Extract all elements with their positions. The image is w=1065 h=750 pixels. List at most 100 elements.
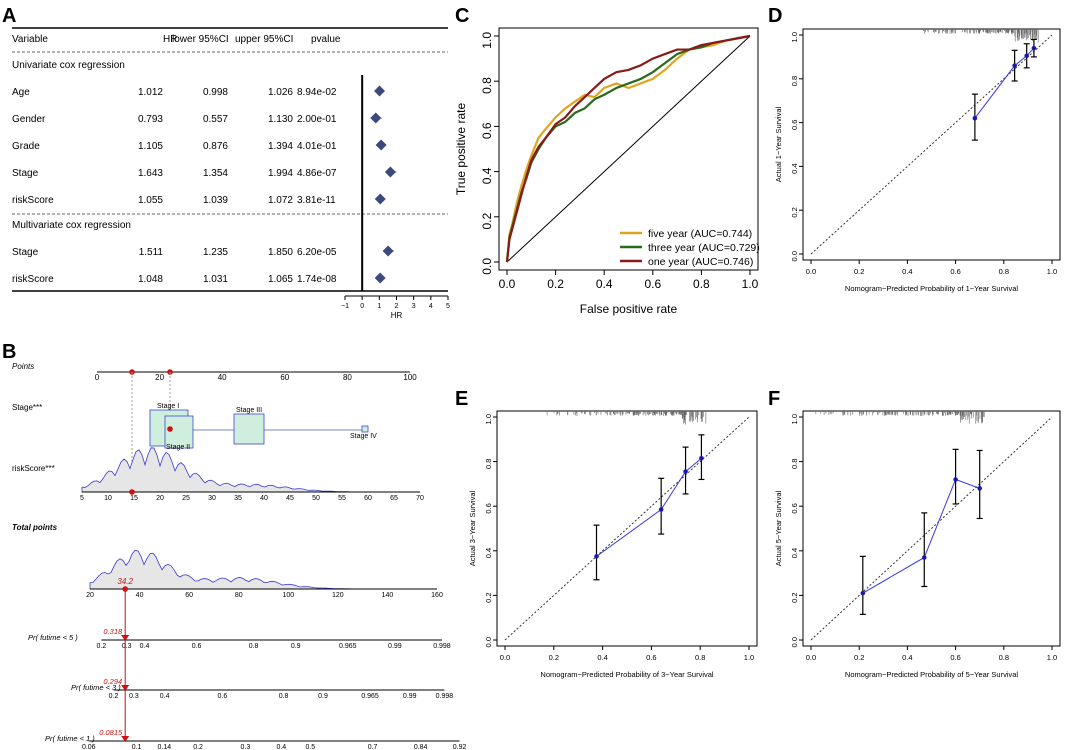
stage-level-label: Stage IV	[350, 433, 377, 440]
calibration-line	[862, 478, 980, 594]
ideal-diagonal-line	[810, 34, 1053, 255]
hr-diamond-marker	[375, 139, 387, 151]
probability-axis-label: Pr( futime < 3 )	[71, 683, 121, 692]
total-points-tick-label: 120	[332, 592, 344, 599]
x-tick-label: 0.4	[597, 653, 607, 662]
x-tick-label: 3	[412, 303, 416, 310]
calibration-line	[596, 457, 702, 557]
row-pvalue: 6.20e-05	[297, 247, 337, 258]
riskscore-variable-label: riskScore***	[12, 464, 55, 473]
row-upper-ci: 1.130	[268, 114, 293, 125]
probability-tick-label: 0.965	[361, 693, 379, 700]
riskscore-tick-label: 50	[312, 495, 320, 502]
probability-tick-label: 0.84	[414, 744, 428, 750]
calibration-point	[658, 507, 664, 512]
points-tick-label: 80	[343, 373, 352, 382]
total-points-tick-label: 140	[382, 592, 394, 599]
points-tick-label: 40	[218, 373, 227, 382]
column-header: pvalue	[311, 34, 341, 45]
column-header: upper 95%CI	[235, 34, 293, 45]
riskscore-tick-label: 60	[364, 495, 372, 502]
probability-tick-label: 0.998	[436, 693, 454, 700]
y-tick-label: 0.6	[480, 122, 494, 139]
x-tick-label: 0.0	[806, 653, 816, 662]
row-lower-ci: 1.031	[203, 274, 228, 285]
x-axis-label: Nomogram−Predicted Probability of 5−Year…	[845, 670, 1018, 679]
probability-tick-label: 0.2	[193, 744, 203, 750]
row-pvalue: 1.74e-08	[297, 274, 337, 285]
y-tick-label: 0.2	[790, 207, 799, 217]
roc-series-line	[505, 34, 751, 263]
legend-entry: five year (AUC=0.744)	[648, 228, 752, 240]
section-title: Univariate cox regression	[12, 60, 125, 71]
calibration-point	[860, 590, 866, 596]
y-tick-label: 0.4	[484, 548, 493, 558]
calibration-point	[699, 455, 704, 461]
calibration-3-year-panel: 0.0 0.0 0.2 0.2 0.4 0.4 0.6 0.6 0.8 0.8 1.0 1.0 Nomo…	[468, 410, 758, 679]
column-header: Variable	[12, 34, 48, 45]
x-tick-label: 0.6	[950, 267, 960, 276]
probability-tick-label: 0.4	[276, 744, 286, 750]
row-lower-ci: 0.876	[203, 141, 228, 152]
probability-value: 0.0815	[99, 728, 123, 737]
row-hr: 1.511	[139, 247, 164, 258]
riskscore-density-curve	[81, 447, 420, 493]
total-points-tick-label: 80	[235, 592, 243, 599]
y-tick-label: 0.2	[480, 212, 494, 229]
x-tick-label: −1	[341, 303, 349, 310]
points-tick-label: 0	[95, 373, 100, 382]
x-tick-label: 0.6	[646, 653, 656, 662]
x-tick-label: 0.8	[693, 277, 710, 291]
row-lower-ci: 0.557	[203, 114, 228, 125]
diagonal-reference-line	[506, 35, 751, 263]
section-title: Multivariate cox regression	[12, 220, 131, 231]
x-tick-label: 0.8	[999, 653, 1009, 662]
riskscore-tick-label: 20	[156, 495, 164, 502]
plot-frame	[498, 27, 759, 271]
calibration-point	[953, 477, 958, 482]
x-tick-label: 1	[377, 303, 381, 310]
calibration-point	[1012, 63, 1017, 68]
panel-letter-c: C	[455, 5, 469, 27]
x-tick-label: 5	[446, 303, 450, 310]
x-tick-label: 0	[360, 303, 364, 310]
stage-box	[164, 415, 194, 449]
x-tick-label: 0.2	[854, 267, 864, 276]
row-variable: Age	[12, 87, 30, 98]
row-hr: 1.048	[138, 274, 163, 285]
row-upper-ci: 1.065	[268, 274, 293, 285]
row-lower-ci: 1.235	[203, 247, 228, 258]
calibration-point	[972, 115, 978, 121]
row-pvalue: 4.86e-07	[297, 168, 337, 179]
probability-tick-label: 0.92	[453, 744, 467, 750]
row-upper-ci: 1.394	[268, 141, 293, 152]
x-tick-label: 0.2	[854, 653, 864, 662]
x-tick-label: 0.8	[695, 653, 705, 662]
total-points-tick-label: 100	[282, 592, 294, 599]
stage-level-label: Stage I	[157, 403, 179, 410]
row-upper-ci: 1.994	[268, 168, 293, 179]
plot-frame	[802, 28, 1061, 261]
probability-tick-label: 0.14	[158, 744, 172, 750]
points-tick-label: 60	[280, 373, 289, 382]
y-axis-label: Actual 5−Year Survival	[774, 490, 783, 566]
hr-diamond-marker	[384, 166, 396, 178]
x-tick-label: 0.4	[902, 653, 912, 662]
calibration-line	[974, 47, 1035, 119]
riskscore-tick-label: 10	[104, 495, 112, 502]
probability-tick-label: 0.9	[318, 693, 328, 700]
row-upper-ci: 1.072	[268, 195, 293, 206]
riskscore-tick-label: 70	[416, 495, 424, 502]
row-pvalue: 4.01e-01	[297, 141, 337, 152]
probability-tick-label: 0.965	[339, 643, 357, 650]
panel-letter-d: D	[768, 5, 782, 27]
panel-letter-f: F	[768, 388, 780, 410]
calibration-5-year-panel: 0.0 0.0 0.2 0.2 0.4 0.4 0.6 0.6 0.8 0.8 1.0 1.0 Nomo…	[774, 410, 1061, 679]
y-axis-label: Actual 3−Year Survival	[468, 490, 477, 566]
total-points-density-curve	[89, 549, 437, 590]
total-points-tick-label: 20	[86, 592, 94, 599]
calibration-point	[594, 554, 599, 559]
legend-entry: one year (AUC=0.746)	[648, 256, 753, 268]
